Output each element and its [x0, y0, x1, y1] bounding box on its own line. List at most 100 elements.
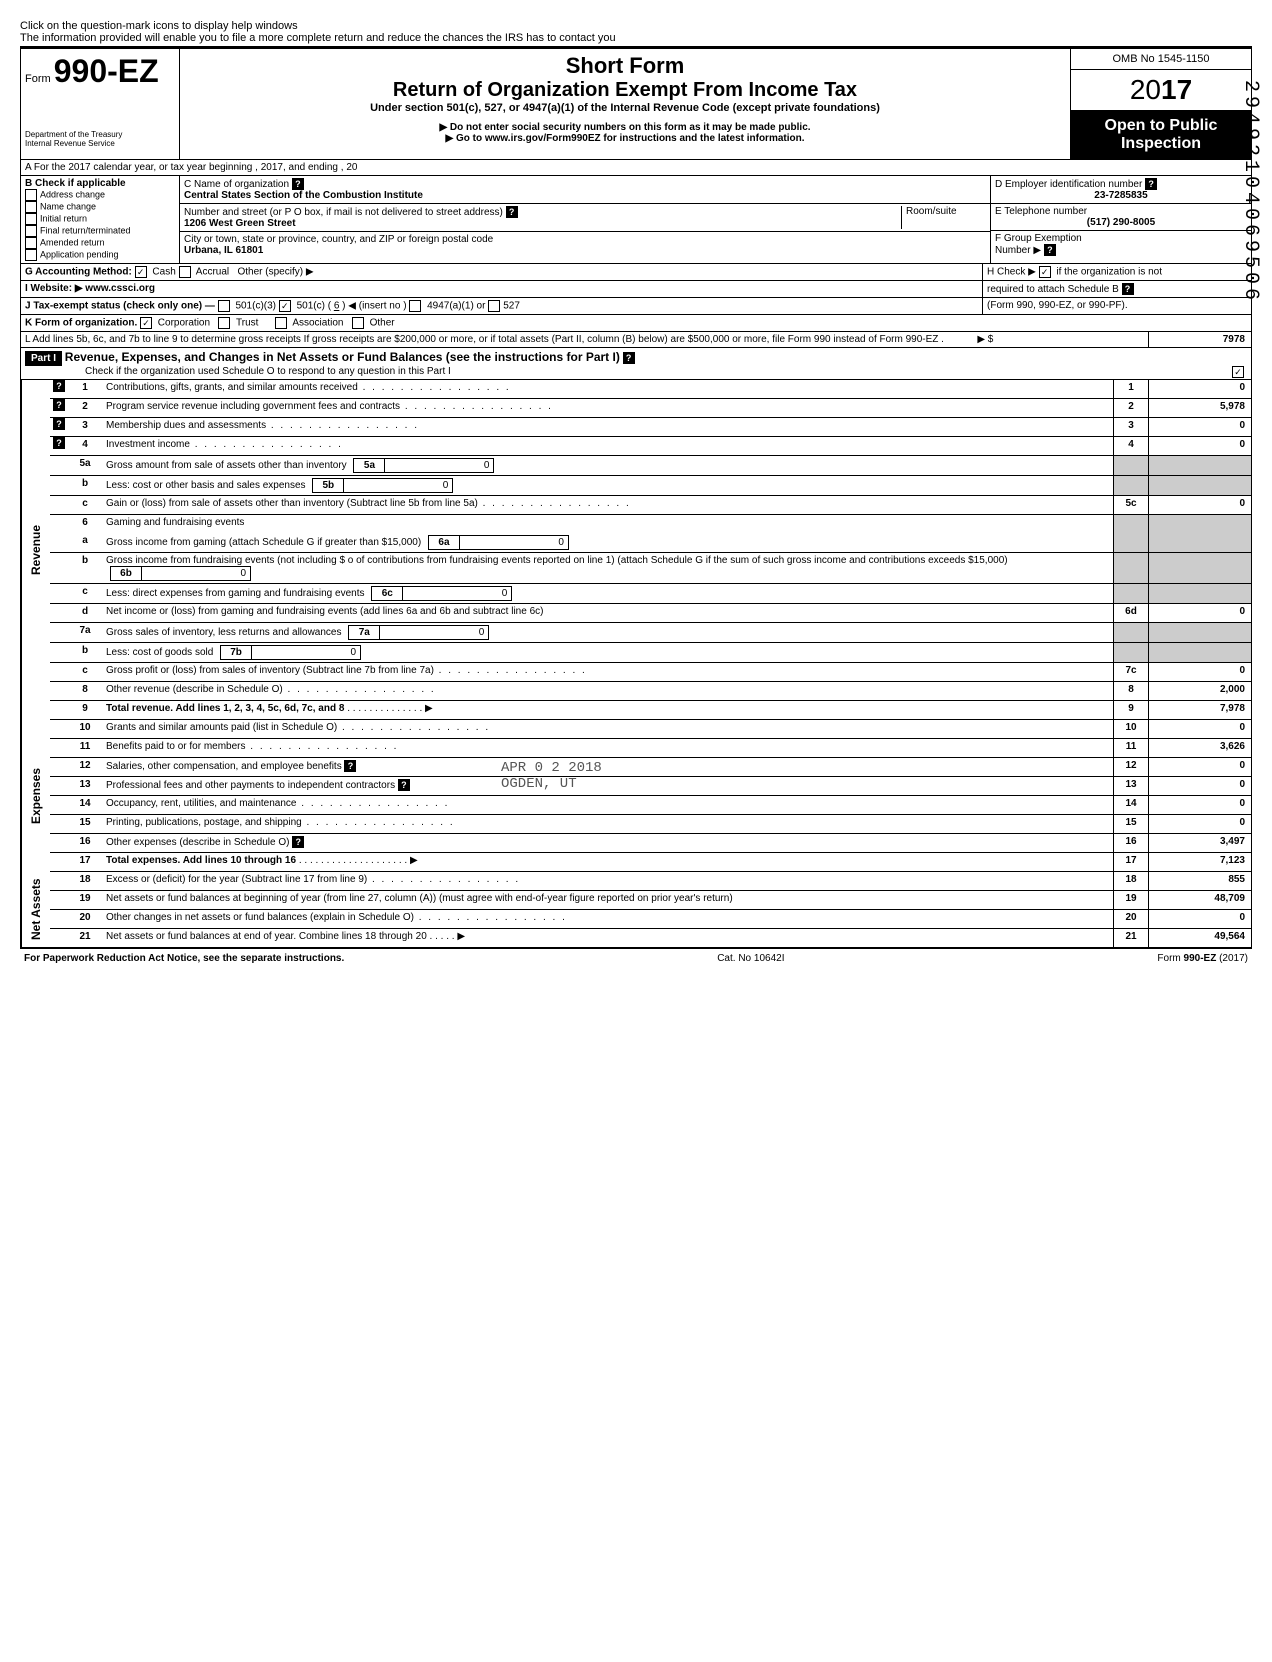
help-icon[interactable]: ? — [506, 206, 518, 218]
501c-end: ) ◀ (insert no ) — [342, 301, 406, 312]
check-name[interactable]: Name change — [25, 201, 175, 213]
other-checkbox[interactable] — [352, 317, 364, 329]
line-6b-shadeval — [1149, 553, 1251, 583]
k-other-label: Other — [370, 318, 395, 329]
line-19-num: 19 — [68, 891, 102, 909]
check-amended[interactable]: Amended return — [25, 237, 175, 249]
schedo-checkbox[interactable] — [1232, 366, 1244, 378]
l-text: L Add lines 5b, 6c, and 7b to line 9 to … — [25, 334, 944, 345]
line-6-desc: Gaming and fundraising events — [102, 515, 1113, 533]
corp-checkbox[interactable] — [140, 317, 152, 329]
check-final[interactable]: Final return/terminated — [25, 225, 175, 237]
check-address[interactable]: Address change — [25, 189, 175, 201]
line-7c-num: c — [68, 663, 102, 681]
line-5a-text: Gross amount from sale of assets other t… — [106, 460, 347, 471]
main-title: Return of Organization Exempt From Incom… — [184, 79, 1066, 102]
d-row: D Employer identification number ? 23-72… — [991, 176, 1251, 204]
527-checkbox[interactable] — [488, 300, 500, 312]
assoc-checkbox[interactable] — [275, 317, 287, 329]
help-icon[interactable]: ? — [1122, 283, 1134, 295]
goto-url: ▶ Go to www.irs.gov/Form990EZ for instru… — [184, 133, 1066, 144]
line-14-num: 14 — [68, 796, 102, 814]
h-checkbox[interactable] — [1039, 266, 1051, 278]
line-3-desc: Membership dues and assessments — [102, 418, 1113, 436]
line-21-text: Net assets or fund balances at end of ye… — [106, 931, 427, 942]
6a-sub: 6a — [429, 536, 460, 549]
website-value: www.cssci.org — [85, 283, 155, 294]
line-7b-text: Less: cost of goods sold — [106, 647, 213, 658]
open-text: Open to Public — [1075, 117, 1247, 135]
part1-label: Part I — [25, 351, 62, 366]
4947-checkbox[interactable] — [409, 300, 421, 312]
line-6d-num: d — [68, 604, 102, 622]
line-7a-num: 7a — [68, 623, 102, 642]
corp-label: Corporation — [158, 318, 210, 329]
page-footer: For Paperwork Reduction Act Notice, see … — [20, 949, 1252, 968]
line-5c-val: 0 — [1149, 496, 1251, 514]
form-number: Form 990-EZ — [25, 53, 175, 90]
line-15-num: 15 — [68, 815, 102, 833]
help-icon[interactable]: ? — [398, 779, 410, 791]
help-icon[interactable]: ? — [292, 178, 304, 190]
help-icon[interactable]: ? — [53, 418, 65, 430]
line-5b-text: Less: cost or other basis and sales expe… — [106, 480, 306, 491]
year-bold: 17 — [1161, 74, 1192, 105]
501c-checkbox[interactable] — [279, 300, 291, 312]
check-amended-label: Amended return — [40, 237, 105, 247]
help-icon[interactable]: ? — [1145, 178, 1157, 190]
check-final-label: Final return/terminated — [40, 225, 131, 235]
section-b: B Check if applicable Address change Nam… — [21, 176, 180, 263]
assoc-label: Association — [292, 318, 343, 329]
501c-label: 501(c) ( — [297, 301, 331, 312]
l-value: 7978 — [1148, 332, 1251, 347]
l-row: L Add lines 5b, 6c, and 7b to line 9 to … — [20, 332, 1252, 348]
dept-treasury: Department of the Treasury — [25, 130, 175, 139]
accrual-checkbox[interactable] — [179, 266, 191, 278]
help-icon[interactable]: ? — [53, 437, 65, 449]
7b-sub: 7b — [221, 646, 252, 659]
5a-sub: 5a — [354, 459, 385, 472]
line-20-amtnum: 20 — [1113, 910, 1149, 928]
line-6-shade — [1113, 515, 1149, 533]
line-6a-desc: Gross income from gaming (attach Schedul… — [102, 533, 1113, 552]
cash-checkbox[interactable] — [135, 266, 147, 278]
city-value: Urbana, IL 61801 — [184, 245, 263, 256]
h-text2: if the organization is not — [1056, 267, 1162, 278]
line-5a-shade — [1113, 456, 1149, 475]
h-section: H Check ▶ if the organization is not — [983, 264, 1251, 280]
line-19-desc: Net assets or fund balances at beginning… — [102, 891, 1113, 909]
501c3-checkbox[interactable] — [218, 300, 230, 312]
line-5a-desc: Gross amount from sale of assets other t… — [102, 456, 1113, 475]
line-11-num: 11 — [68, 739, 102, 757]
check-initial[interactable]: Initial return — [25, 213, 175, 225]
trust-checkbox[interactable] — [218, 317, 230, 329]
line-3-val: 0 — [1149, 418, 1251, 436]
line-1-desc: Contributions, gifts, grants, and simila… — [102, 380, 1113, 398]
other-label: Other (specify) ▶ — [237, 267, 313, 278]
line-2-desc: Program service revenue including govern… — [102, 399, 1113, 417]
help-icon[interactable]: ? — [623, 352, 635, 364]
line-9-val: 7,978 — [1149, 701, 1251, 719]
line-3-amtnum: 3 — [1113, 418, 1149, 436]
short-form-title: Short Form — [184, 53, 1066, 79]
line-7b-num: b — [68, 643, 102, 662]
help-icon[interactable]: ? — [1044, 244, 1056, 256]
help-icon[interactable]: ? — [344, 760, 356, 772]
help-icon[interactable]: ? — [53, 380, 65, 392]
line-2-amtnum: 2 — [1113, 399, 1149, 417]
line-7b-shade — [1113, 643, 1149, 662]
line-14-val: 0 — [1149, 796, 1251, 814]
line-12-text: Salaries, other compensation, and employ… — [106, 761, 342, 772]
k-row: K Form of organization. Corporation Trus… — [20, 315, 1252, 332]
help-icon[interactable]: ? — [292, 836, 304, 848]
footer-mid: Cat. No 10642I — [717, 953, 784, 964]
line-4-desc: Investment income — [102, 437, 1113, 455]
stamp-loc: OGDEN, UT — [501, 776, 602, 792]
form-header: Form 990-EZ Department of the Treasury I… — [20, 47, 1252, 160]
check-pending[interactable]: Application pending — [25, 249, 175, 261]
line-4-amtnum: 4 — [1113, 437, 1149, 455]
line-20-val: 0 — [1149, 910, 1251, 928]
line-6c-num: c — [68, 584, 102, 603]
line-13-text: Professional fees and other payments to … — [106, 780, 395, 791]
help-icon[interactable]: ? — [53, 399, 65, 411]
